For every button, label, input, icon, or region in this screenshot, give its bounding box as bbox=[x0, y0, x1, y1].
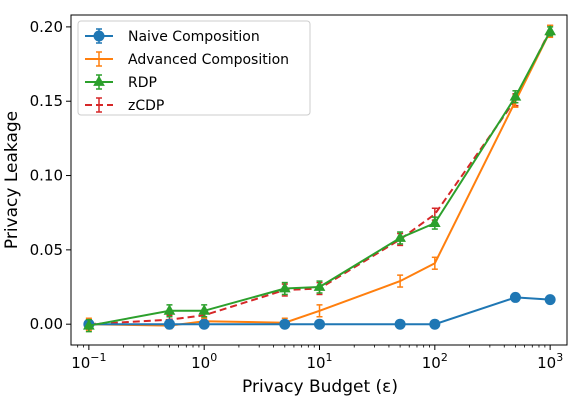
data-point bbox=[278, 282, 291, 293]
legend-marker bbox=[93, 75, 105, 86]
x-tick-label: 101 bbox=[306, 351, 332, 372]
legend-label: RDP bbox=[128, 75, 157, 91]
legend-label: Advanced Composition bbox=[128, 52, 289, 68]
data-point bbox=[429, 318, 441, 330]
y-tick-label: 0.15 bbox=[30, 92, 63, 110]
data-point bbox=[394, 318, 406, 330]
legend-box bbox=[77, 20, 311, 116]
legend-item-zcdp: zCDP bbox=[85, 97, 164, 114]
data-point bbox=[163, 304, 176, 315]
data-point bbox=[279, 318, 291, 330]
legend-label: Naive Composition bbox=[128, 29, 260, 45]
data-point bbox=[509, 90, 522, 101]
legend-item-rdp: RDP bbox=[85, 74, 157, 91]
y-tick-label: 0.10 bbox=[30, 167, 63, 185]
x-axis-label: Privacy Budget (ε) bbox=[242, 377, 398, 397]
x-tick-label: 102 bbox=[422, 351, 448, 372]
data-point bbox=[544, 24, 556, 36]
y-tick-label: 0.05 bbox=[30, 241, 63, 259]
y-axis-label: Privacy Leakage bbox=[2, 111, 22, 249]
axes-frame bbox=[70, 14, 568, 346]
x-tick-label: 103 bbox=[537, 351, 563, 372]
legend-marker bbox=[93, 30, 105, 42]
data-point bbox=[313, 280, 326, 291]
plot-area bbox=[83, 24, 556, 333]
data-point bbox=[394, 231, 406, 242]
data-point bbox=[314, 318, 326, 330]
legend-label: zCDP bbox=[128, 98, 164, 114]
data-point bbox=[198, 304, 211, 315]
axes: 10−1 100 101 102 103 0.00 0.05 0.10 0.15 0.20 bbox=[30, 14, 568, 372]
y-tick-label: 0.20 bbox=[30, 18, 63, 36]
legend-item-advanced-composition: Advanced Composition bbox=[85, 51, 289, 68]
data-point bbox=[163, 318, 175, 330]
data-point bbox=[198, 318, 210, 330]
data-point bbox=[509, 291, 521, 303]
legend: Naive Composition Advanced Composition RDP… bbox=[77, 20, 311, 116]
legend-item-naive-composition: Naive Composition bbox=[85, 28, 260, 45]
data-point bbox=[544, 294, 556, 306]
series-rdp bbox=[83, 24, 556, 333]
x-tick-label: 100 bbox=[191, 351, 217, 372]
data-point bbox=[428, 216, 441, 228]
x-tick-label: 10−1 bbox=[71, 351, 106, 372]
data-point bbox=[83, 319, 95, 330]
y-tick-label: 0.00 bbox=[30, 315, 63, 333]
